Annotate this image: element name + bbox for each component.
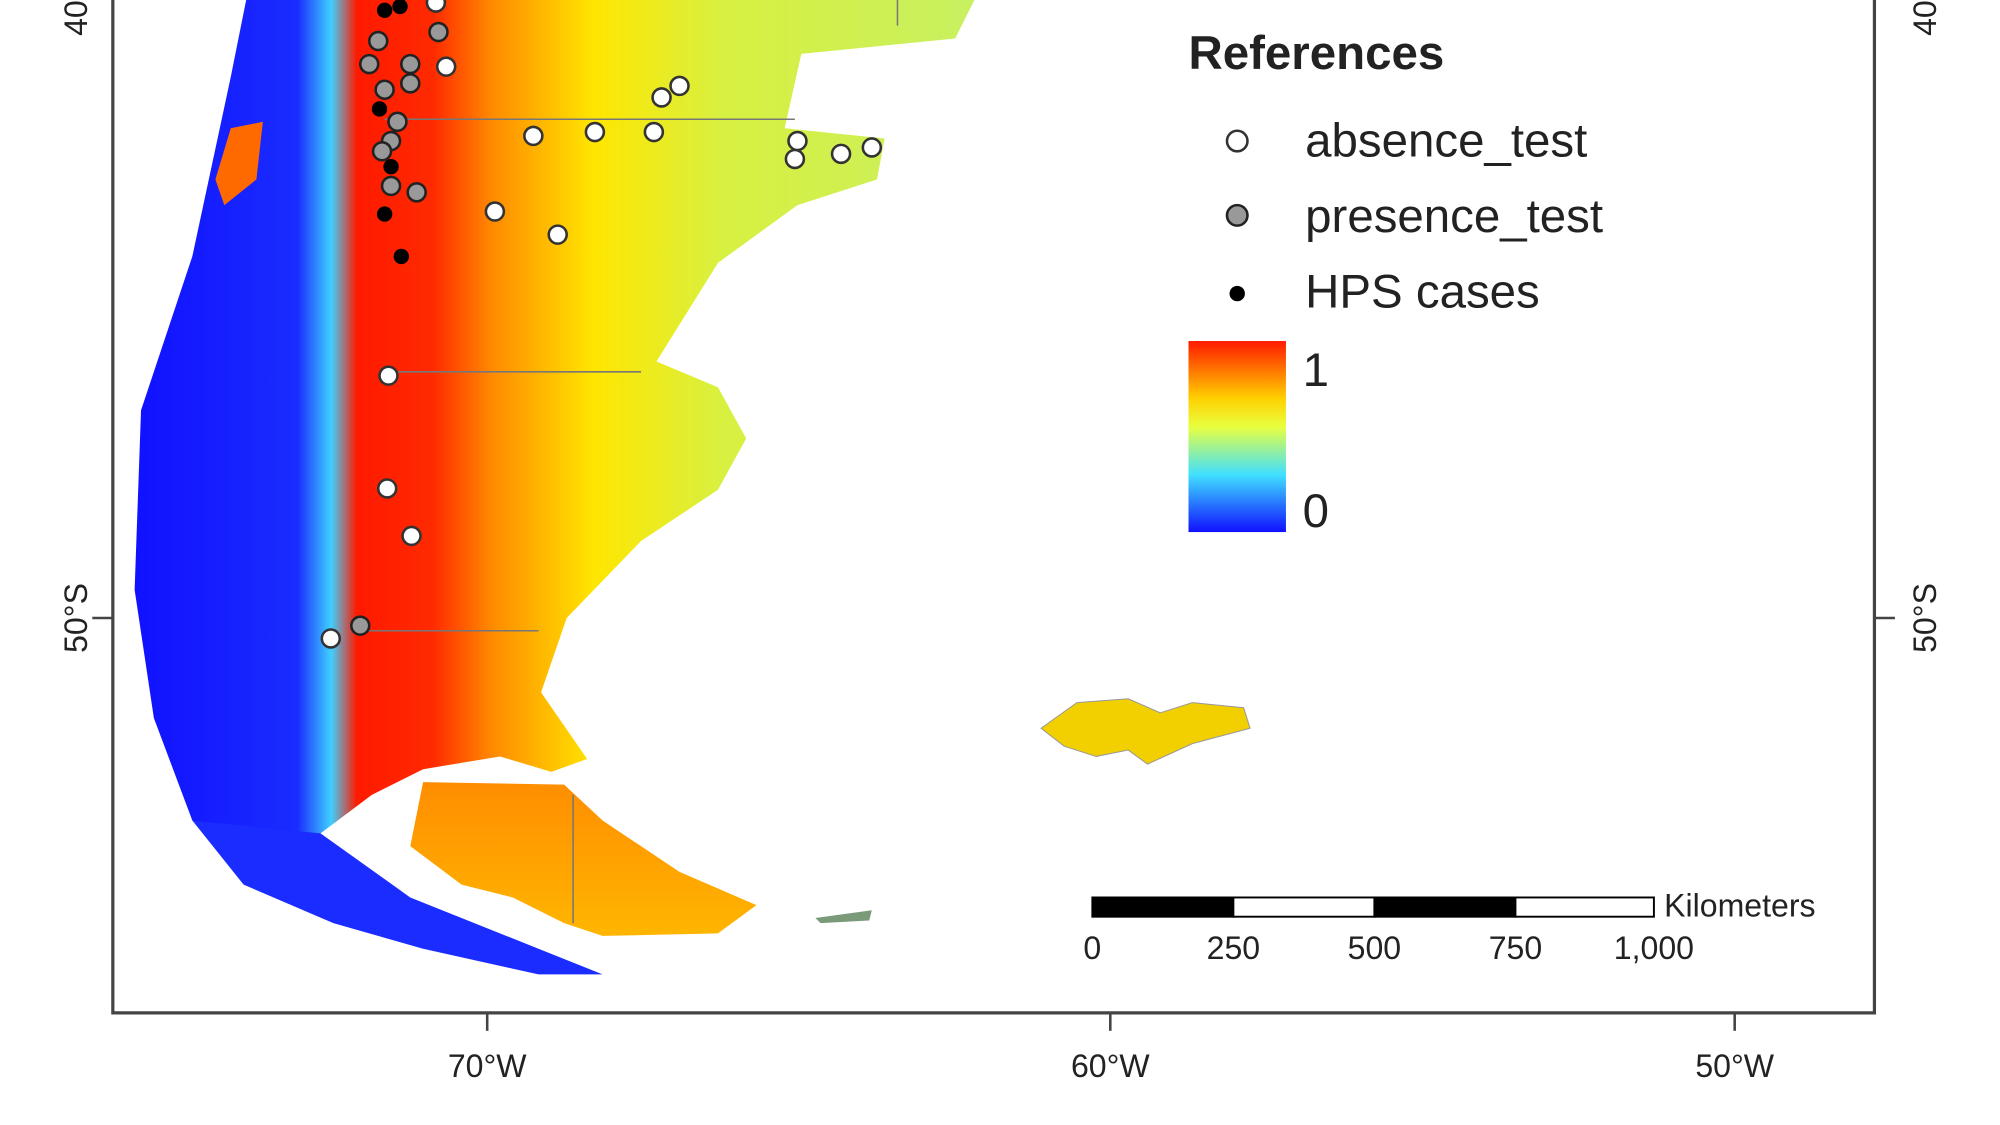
province-borders (358, 0, 899, 924)
legend-symbol (1229, 285, 1245, 302)
lon-label: 50°W (1695, 1048, 1774, 1084)
scale-tick: 0 (1083, 930, 1101, 966)
falklands (1040, 698, 1251, 765)
lat-label: 40°S (1907, 0, 1943, 36)
map-frame (111, 0, 1877, 1015)
colorbar-label: 1 (1303, 344, 1329, 397)
lat-label: 50°S (1907, 583, 1943, 653)
legend-item: HPS cases (1305, 266, 1540, 319)
scale-tick: 750 (1489, 930, 1542, 966)
presence-points (350, 21, 449, 636)
lon-label: 60°W (1071, 1048, 1150, 1084)
colorbar-label: 0 (1303, 485, 1329, 538)
absence-points (320, 0, 883, 649)
scale-unit: Kilometers (1664, 888, 1815, 924)
hps-case-points (371, 0, 409, 265)
legend-title: References (1189, 27, 1445, 80)
western-islands (192, 820, 603, 975)
lat-label: 40°S (58, 0, 94, 36)
lat-label: 50°S (58, 583, 94, 653)
scale-tick: 1,000 (1614, 930, 1694, 966)
legend-symbol (1225, 203, 1249, 227)
scale-tick: 250 (1207, 930, 1260, 966)
frame-ticks (92, 616, 1895, 1031)
legend-item: absence_test (1305, 114, 1587, 167)
mainland-suitability (134, 0, 975, 872)
legend-symbol (1225, 129, 1249, 153)
chiloe (215, 121, 263, 206)
lon-label: 70°W (448, 1048, 527, 1084)
scale-bar (1091, 896, 1655, 918)
staten-island (815, 910, 872, 924)
colorbar (1188, 341, 1286, 533)
legend-item: presence_test (1305, 190, 1603, 243)
figure-content: 40°S 50°S 40°S 50°S 70°W 60°W 50°W Refer… (58, 0, 1943, 1084)
scale-tick: 500 (1348, 930, 1401, 966)
tierra-del-fuego (410, 782, 757, 936)
